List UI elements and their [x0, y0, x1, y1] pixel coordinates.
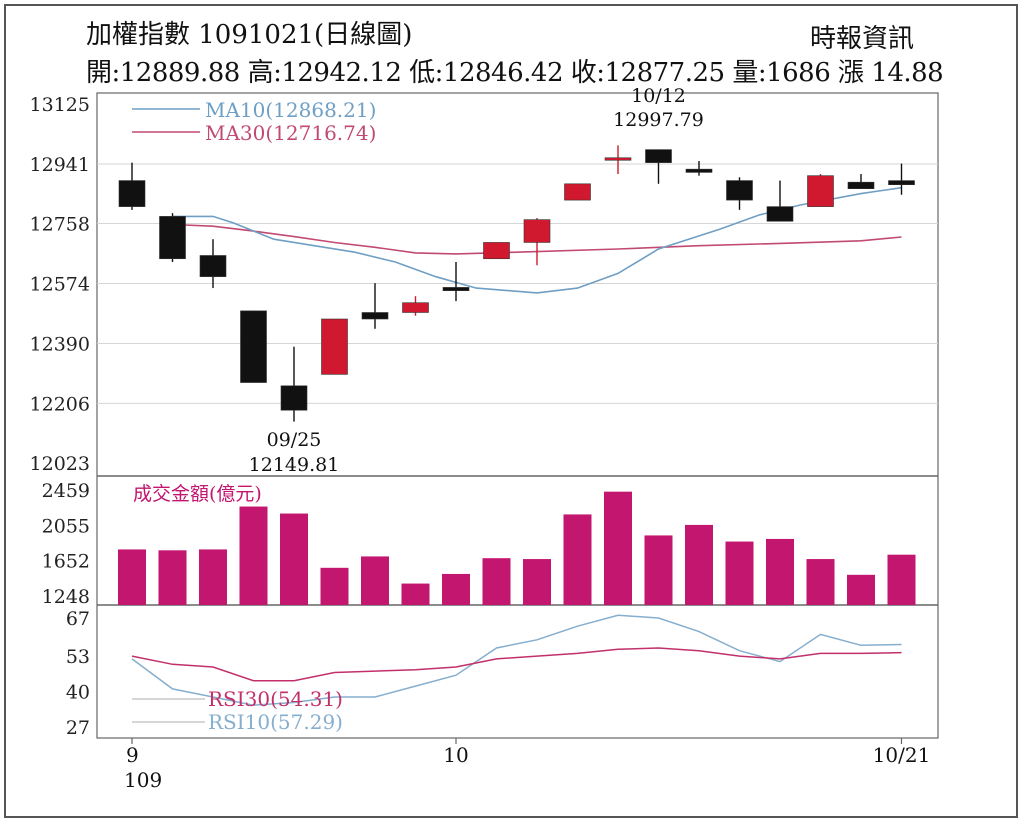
- price-tick-label: 13125: [30, 94, 90, 116]
- rsi-tick-label: 67: [66, 608, 90, 630]
- candle-body: [766, 206, 794, 222]
- ma30-line: [172, 223, 902, 255]
- rsi-tick-label: 53: [66, 646, 90, 668]
- rsi10-legend: RSI10(57.29): [208, 710, 343, 734]
- volume-bar: [442, 573, 470, 605]
- candle-body: [604, 157, 632, 161]
- candle-body: [483, 242, 510, 260]
- x-tick-label: 10: [443, 743, 468, 767]
- candle-body: [645, 149, 672, 163]
- volume-tick-label: 1248: [42, 586, 90, 608]
- rsi30-line: [131, 647, 902, 682]
- plot-border: [96, 92, 939, 739]
- volume-bar: [280, 513, 308, 605]
- candle-body: [564, 183, 591, 201]
- candle-body: [361, 312, 389, 320]
- volume-bar: [523, 559, 551, 605]
- price-tick-label: 12023: [30, 453, 90, 475]
- rsi30-legend: RSI30(54.31): [208, 687, 343, 711]
- price-tick-label: 12390: [30, 333, 90, 355]
- volume-bar: [158, 550, 187, 605]
- candle-body: [118, 180, 146, 207]
- volume-title: 成交金額(億元): [133, 483, 262, 505]
- price-tick-label: 12941: [30, 154, 90, 176]
- volume-tick-label: 2055: [42, 515, 90, 537]
- price-tick-label: 12206: [30, 393, 90, 415]
- candle-body: [888, 180, 915, 186]
- candle-body: [726, 180, 753, 201]
- x-tick-label: 10/21: [873, 743, 931, 767]
- volume-bar: [725, 541, 754, 605]
- volume-bar: [118, 549, 146, 605]
- high-value-label: 12997.79: [613, 109, 704, 131]
- x-year-label: 109: [124, 768, 162, 792]
- x-tick-label: 9: [126, 743, 139, 767]
- ohlc-summary: 開:12889.88 高:12942.12 低:12846.42 收:12877…: [86, 58, 944, 88]
- volume-bar: [401, 583, 430, 605]
- candle-body: [199, 255, 227, 277]
- volume-bar: [320, 567, 349, 605]
- volume-bar: [239, 506, 268, 605]
- volume-bar: [361, 556, 389, 605]
- candle-body: [321, 318, 348, 375]
- low-date-label: 09/25: [267, 429, 322, 451]
- price-tick-label: 12574: [30, 274, 90, 296]
- chart-title: 加權指數 1091021(日線圖): [86, 20, 413, 50]
- volume-bar: [806, 559, 835, 605]
- candle-body: [280, 385, 308, 411]
- candle-body: [847, 181, 875, 190]
- candle-body: [807, 175, 834, 207]
- volume-bar: [563, 514, 592, 605]
- chart-frame: [4, 4, 1018, 818]
- volume-bar: [482, 558, 511, 605]
- ma10-legend: MA10(12868.21): [205, 98, 376, 122]
- ma30-legend: MA30(12716.74): [205, 121, 376, 145]
- rsi-tick-label: 27: [66, 717, 90, 739]
- volume-bar: [644, 535, 673, 605]
- candle-body: [685, 168, 713, 173]
- rsi-tick-label: 40: [66, 682, 90, 704]
- volume-bar: [847, 574, 875, 605]
- ma10-line: [172, 186, 902, 294]
- candle-body: [240, 310, 267, 383]
- volume-tick-label: 1652: [42, 551, 90, 573]
- source-label: 時報資訊: [810, 24, 915, 54]
- volume-bar: [766, 538, 794, 605]
- candle-body: [523, 219, 551, 243]
- candle-body: [402, 302, 429, 313]
- volume-bar: [887, 554, 916, 605]
- volume-bar: [199, 549, 227, 605]
- rsi10-line: [131, 614, 902, 706]
- price-tick-label: 12758: [30, 214, 90, 236]
- high-date-label: 10/12: [631, 85, 686, 107]
- candle-body: [159, 216, 186, 260]
- candle-body: [442, 287, 470, 291]
- volume-bar: [685, 524, 713, 605]
- volume-bar: [604, 491, 632, 605]
- volume-tick-label: 2459: [42, 480, 90, 502]
- low-value-label: 12149.81: [249, 454, 340, 476]
